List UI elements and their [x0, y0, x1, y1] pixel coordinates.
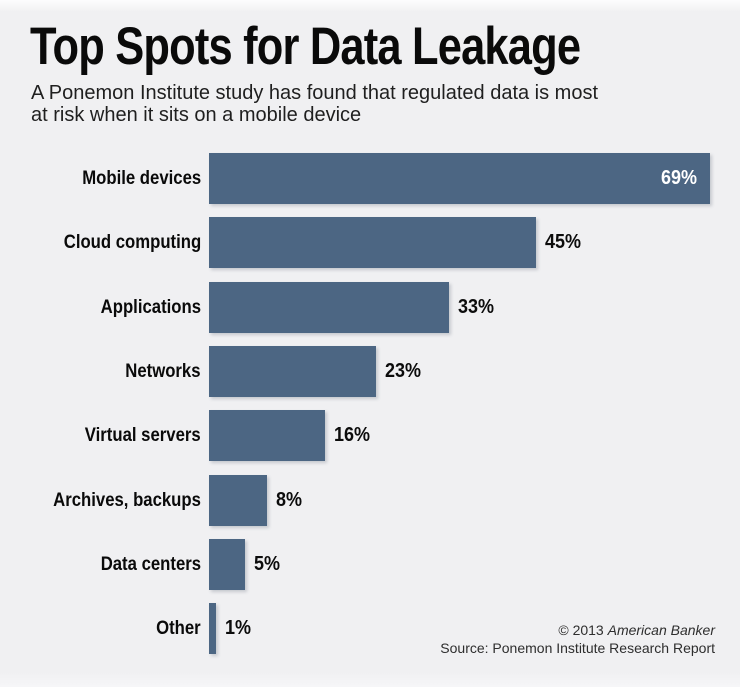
category-label-text: Cloud computing	[63, 232, 201, 253]
value-label: 33%	[458, 296, 495, 318]
category-label-text: Data centers	[100, 554, 201, 575]
subtitle-line-1: A Ponemon Institute study has found that…	[31, 82, 599, 104]
bar-archives-backups	[209, 475, 267, 526]
chart-row-applications: Applications 33%	[0, 282, 740, 333]
category-label: Networks	[14, 346, 201, 397]
footer: © 2013 American Banker Source: Ponemon I…	[440, 621, 715, 657]
value-label: 5%	[254, 553, 281, 575]
chart-row-mobile-devices: Mobile devices 69%	[0, 153, 740, 204]
category-label-text: Archives, backups	[53, 490, 201, 511]
subtitle-line-2: at risk when it sits on a mobile device	[31, 104, 362, 126]
bar-other	[209, 603, 216, 654]
subtitle: A Ponemon Institute study has found that…	[31, 82, 598, 126]
category-label-text: Other	[156, 618, 201, 639]
copyright-brand: American Banker	[607, 622, 715, 638]
category-label: Mobile devices	[14, 153, 201, 204]
value-label: 1%	[225, 617, 252, 639]
copyright-line: © 2013 American Banker	[440, 621, 715, 639]
category-label: Other	[14, 603, 201, 654]
bar-cloud-computing	[209, 217, 536, 268]
source-line: Source: Ponemon Institute Research Repor…	[440, 640, 715, 656]
chart-row-virtual-servers: Virtual servers 16%	[0, 410, 740, 461]
value-label: 16%	[334, 424, 371, 446]
bar-mobile-devices: 69%	[209, 153, 710, 204]
category-label-text: Networks	[125, 361, 201, 382]
chart-row-networks: Networks 23%	[0, 346, 740, 397]
chart-row-cloud-computing: Cloud computing 45%	[0, 217, 740, 268]
category-label-text: Mobile devices	[82, 168, 201, 189]
category-label-text: Applications	[100, 297, 201, 318]
bar-applications	[209, 282, 449, 333]
value-label: 8%	[276, 489, 303, 511]
copyright-text: © 2013	[558, 622, 608, 638]
category-label: Applications	[14, 282, 201, 333]
chart-row-data-centers: Data centers 5%	[0, 539, 740, 590]
bar-virtual-servers	[209, 410, 325, 461]
value-label: 69%	[660, 167, 697, 189]
page-title: Top Spots for Data Leakage	[30, 17, 581, 76]
value-label: 45%	[545, 231, 582, 253]
category-label: Archives, backups	[14, 475, 201, 526]
category-label: Cloud computing	[14, 217, 201, 268]
chart-row-other: Other 1%	[0, 603, 740, 654]
category-label: Virtual servers	[14, 410, 201, 461]
bar-data-centers	[209, 539, 245, 590]
category-label: Data centers	[14, 539, 201, 590]
chart-row-archives-backups: Archives, backups 8%	[0, 475, 740, 526]
bar-networks	[209, 346, 376, 397]
category-label-text: Virtual servers	[85, 425, 201, 446]
value-label: 23%	[385, 360, 422, 382]
